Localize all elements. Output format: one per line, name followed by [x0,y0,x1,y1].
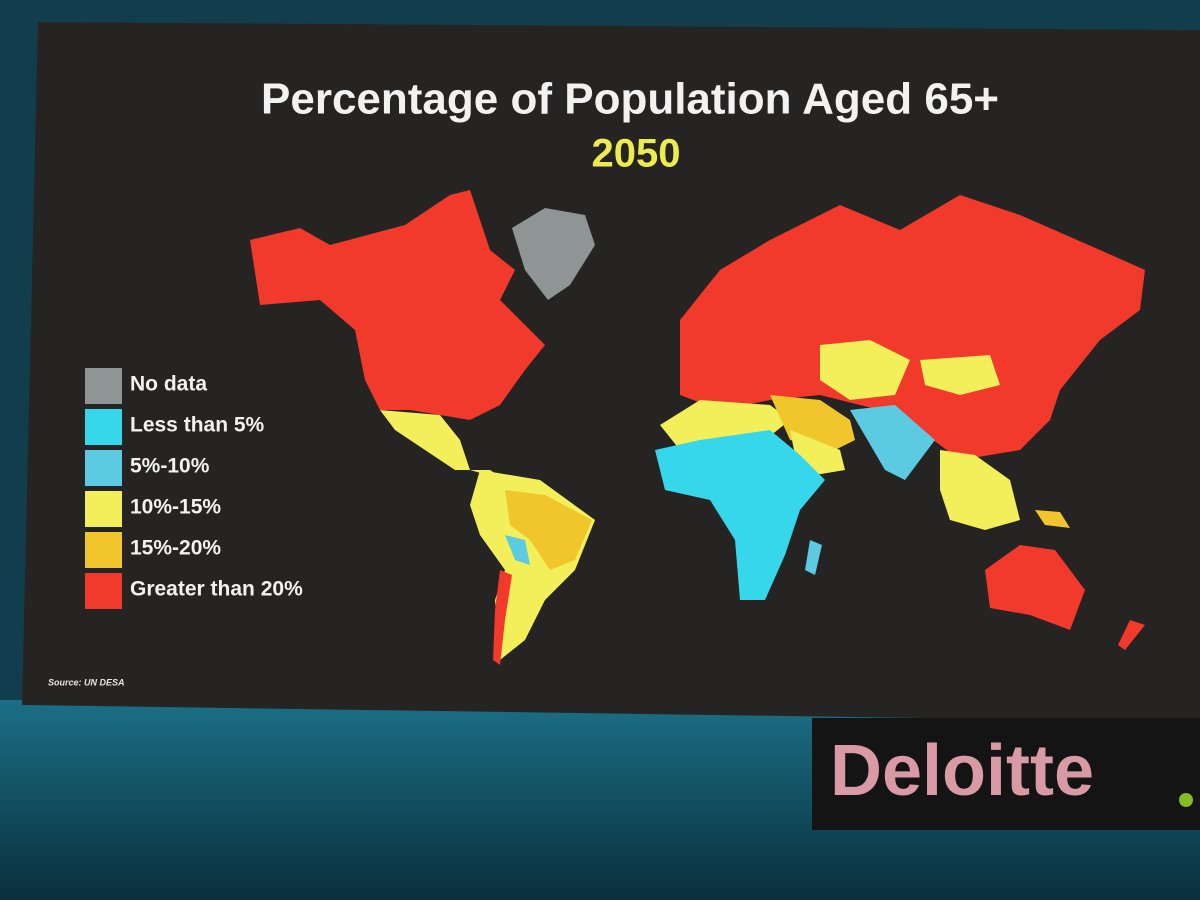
world-map [250,190,1145,665]
legend-swatch [85,491,122,527]
legend-label: No data [130,373,207,396]
legend-swatch [85,532,122,568]
legend-swatch [85,450,122,486]
region [250,190,545,420]
title: Percentage of Population Aged 65+ [261,75,999,124]
logo-box [812,718,1200,830]
region [940,450,1020,530]
legend-swatch [85,573,122,609]
region [512,208,595,300]
legend-label: Less than 5% [130,414,265,437]
region [680,195,1145,460]
region [505,490,592,570]
legend-label: 15%-20% [130,537,221,560]
legend-label: 5%-10% [130,455,210,478]
logo: Deloitte [830,731,1094,811]
legend-label: Greater than 20% [130,578,303,601]
slide [22,22,1200,722]
region [805,540,822,575]
region [505,535,530,565]
region [380,410,505,480]
region [493,570,512,665]
region [1035,510,1070,528]
logo-dot [1179,793,1193,807]
region [985,545,1085,630]
subtitle: 2050 [592,132,681,176]
legend-swatch [85,409,122,445]
region [820,340,910,400]
region [850,405,935,480]
region [1118,620,1145,650]
region [920,355,1000,395]
legend-label: 10%-15% [130,496,221,519]
source: Source: UN DESA [48,677,125,687]
region [655,430,825,600]
legend-swatch [85,368,122,404]
legend: No data Less than 5% 5%-10% 10%-15% 15%-20% G… [85,368,303,609]
